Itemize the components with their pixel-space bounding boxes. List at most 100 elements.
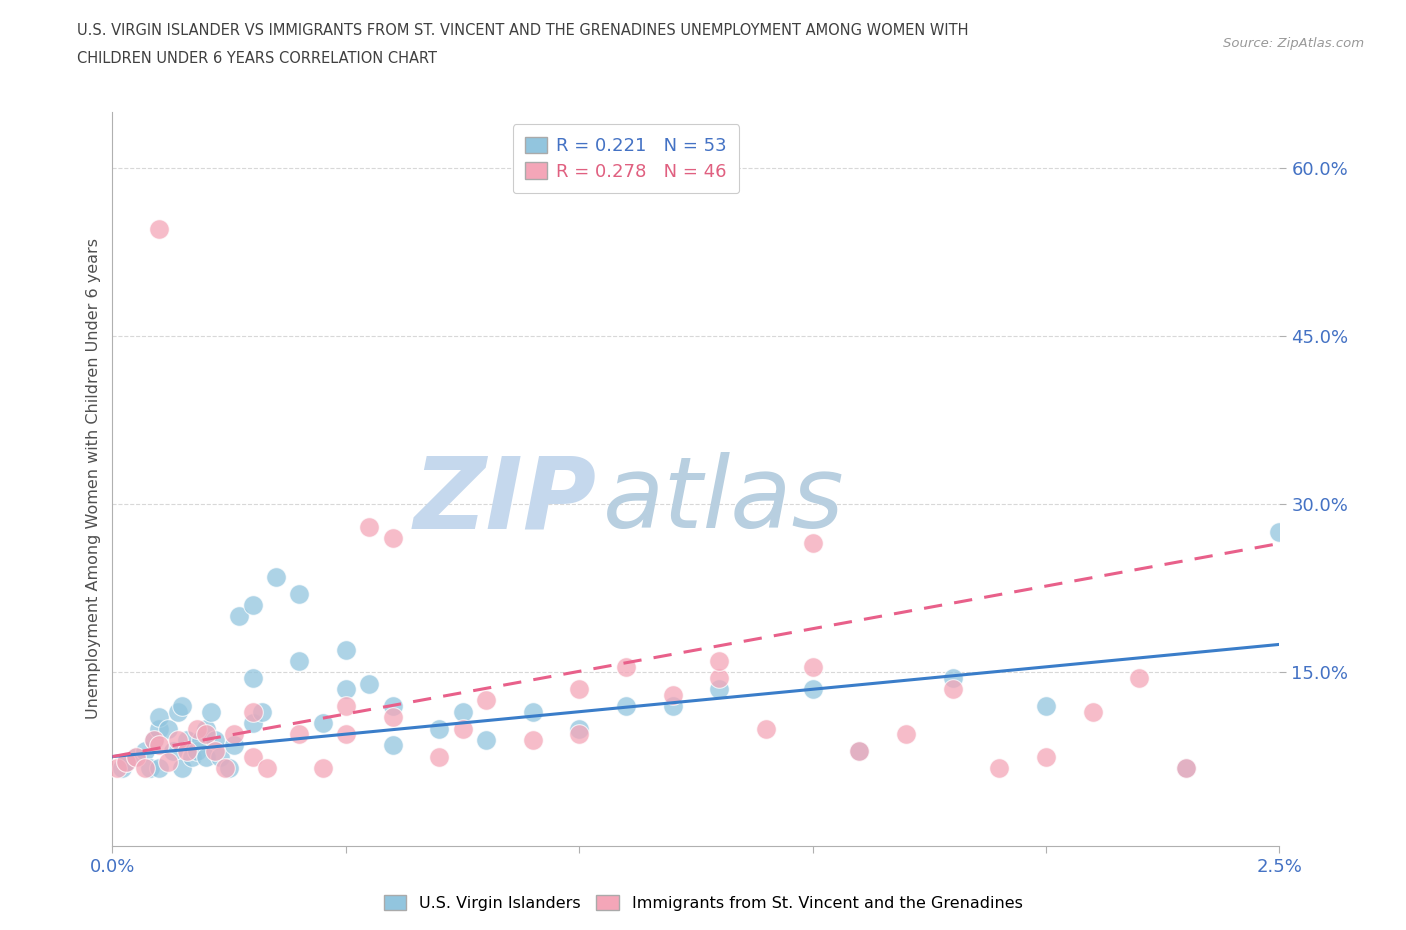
Point bbox=[172, 761, 194, 776]
Point bbox=[848, 743, 870, 758]
Point bbox=[381, 698, 404, 713]
Point bbox=[568, 682, 591, 697]
Point bbox=[381, 710, 404, 724]
Point bbox=[335, 698, 357, 713]
Point bbox=[848, 743, 870, 758]
Point bbox=[942, 671, 965, 685]
Point bbox=[143, 732, 166, 747]
Point bbox=[105, 761, 128, 776]
Point bbox=[1175, 761, 1198, 776]
Point bbox=[359, 519, 381, 534]
Point bbox=[222, 726, 245, 741]
Point bbox=[709, 671, 731, 685]
Point bbox=[451, 704, 474, 719]
Point bbox=[801, 659, 824, 674]
Point bbox=[250, 704, 273, 719]
Point bbox=[242, 598, 264, 613]
Legend: U.S. Virgin Islanders, Immigrants from St. Vincent and the Grenadines: U.S. Virgin Islanders, Immigrants from S… bbox=[377, 889, 1029, 917]
Point bbox=[522, 732, 544, 747]
Point bbox=[125, 750, 148, 764]
Point bbox=[288, 654, 311, 669]
Point bbox=[148, 710, 170, 724]
Point bbox=[157, 721, 180, 736]
Point bbox=[1035, 750, 1057, 764]
Point bbox=[359, 676, 381, 691]
Point bbox=[801, 682, 824, 697]
Point bbox=[1035, 698, 1057, 713]
Point bbox=[194, 721, 217, 736]
Point bbox=[242, 671, 264, 685]
Point bbox=[568, 726, 591, 741]
Legend: R = 0.221   N = 53, R = 0.278   N = 46: R = 0.221 N = 53, R = 0.278 N = 46 bbox=[513, 125, 740, 193]
Text: atlas: atlas bbox=[603, 453, 844, 550]
Point bbox=[894, 726, 917, 741]
Point bbox=[242, 715, 264, 730]
Point bbox=[157, 755, 180, 770]
Point bbox=[288, 587, 311, 602]
Point bbox=[451, 721, 474, 736]
Point bbox=[1128, 671, 1150, 685]
Point bbox=[218, 761, 240, 776]
Point bbox=[614, 659, 637, 674]
Text: Source: ZipAtlas.com: Source: ZipAtlas.com bbox=[1223, 37, 1364, 50]
Point bbox=[335, 682, 357, 697]
Point bbox=[194, 750, 217, 764]
Point bbox=[475, 732, 498, 747]
Point bbox=[242, 704, 264, 719]
Point bbox=[208, 750, 231, 764]
Point bbox=[801, 536, 824, 551]
Point bbox=[200, 704, 222, 719]
Point bbox=[311, 715, 333, 730]
Point bbox=[166, 732, 188, 747]
Point bbox=[166, 704, 188, 719]
Point bbox=[176, 743, 198, 758]
Point bbox=[288, 726, 311, 741]
Point bbox=[194, 726, 217, 741]
Point bbox=[162, 743, 184, 758]
Point bbox=[335, 726, 357, 741]
Point bbox=[115, 755, 138, 770]
Point bbox=[125, 750, 148, 764]
Point bbox=[1081, 704, 1104, 719]
Point bbox=[242, 750, 264, 764]
Point bbox=[614, 698, 637, 713]
Point bbox=[148, 721, 170, 736]
Point bbox=[381, 530, 404, 545]
Point bbox=[1268, 525, 1291, 539]
Point bbox=[335, 643, 357, 658]
Point bbox=[176, 732, 198, 747]
Point bbox=[228, 609, 250, 624]
Point bbox=[709, 682, 731, 697]
Point bbox=[148, 761, 170, 776]
Point bbox=[148, 737, 170, 752]
Point bbox=[475, 693, 498, 708]
Point bbox=[134, 743, 156, 758]
Point bbox=[222, 737, 245, 752]
Text: U.S. VIRGIN ISLANDER VS IMMIGRANTS FROM ST. VINCENT AND THE GRENADINES UNEMPLOYM: U.S. VIRGIN ISLANDER VS IMMIGRANTS FROM … bbox=[77, 23, 969, 38]
Point bbox=[311, 761, 333, 776]
Point bbox=[134, 761, 156, 776]
Point bbox=[522, 704, 544, 719]
Point bbox=[186, 721, 208, 736]
Point bbox=[1175, 761, 1198, 776]
Text: ZIP: ZIP bbox=[413, 453, 596, 550]
Point bbox=[942, 682, 965, 697]
Point bbox=[661, 687, 683, 702]
Point bbox=[709, 654, 731, 669]
Point bbox=[381, 737, 404, 752]
Point bbox=[204, 743, 226, 758]
Y-axis label: Unemployment Among Women with Children Under 6 years: Unemployment Among Women with Children U… bbox=[86, 238, 101, 720]
Point bbox=[115, 755, 138, 770]
Point bbox=[568, 721, 591, 736]
Point bbox=[427, 721, 450, 736]
Point bbox=[143, 732, 166, 747]
Text: CHILDREN UNDER 6 YEARS CORRELATION CHART: CHILDREN UNDER 6 YEARS CORRELATION CHART bbox=[77, 51, 437, 66]
Point bbox=[988, 761, 1011, 776]
Point bbox=[427, 750, 450, 764]
Point bbox=[755, 721, 778, 736]
Point bbox=[186, 743, 208, 758]
Point bbox=[214, 761, 236, 776]
Point bbox=[111, 761, 134, 776]
Point bbox=[139, 761, 162, 776]
Point bbox=[264, 570, 287, 585]
